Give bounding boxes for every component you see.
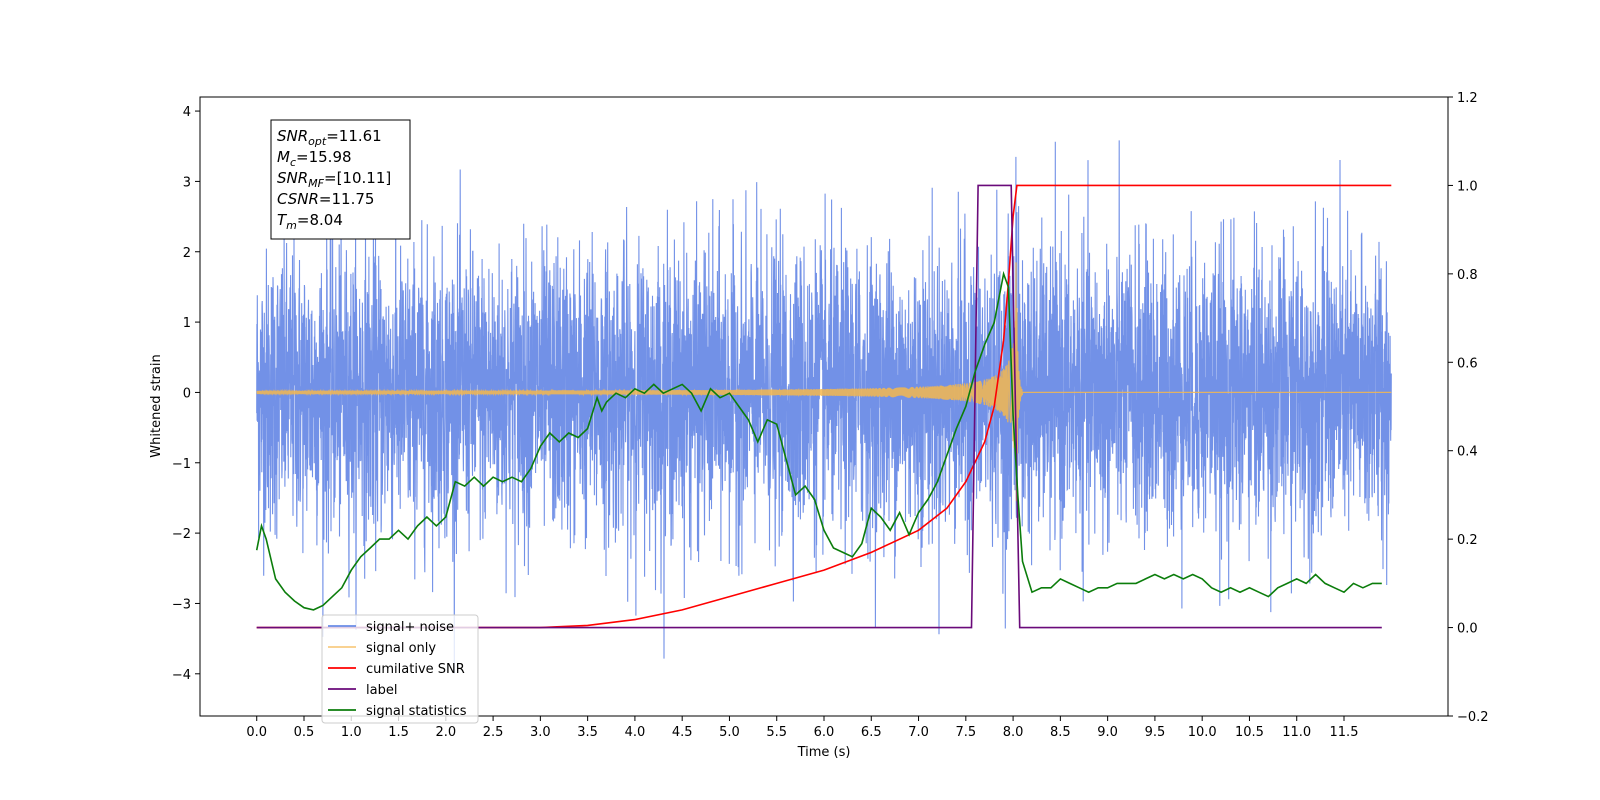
y2-tick-label: 1.0 [1457,179,1478,194]
series-signal-only [256,262,1392,502]
x-tick-label: 7.5 [955,725,976,740]
legend-frame [321,614,479,724]
x-tick-label: 5.5 [766,725,787,740]
annotation-line: Mc=15.98 [277,148,352,169]
y2-tick-label: 0.4 [1457,445,1478,460]
y2-tick-label: −0.2 [1457,710,1489,725]
x-tick-label: 4.5 [672,725,693,740]
series-signal-statistics [255,270,1382,611]
annotation-line: SNRMF=[10.11] [277,169,391,190]
y2-tick-label: 0.2 [1457,533,1478,548]
series-label [256,184,1382,629]
x-axis: 0.0 0.5 1.0 1.5 2.0 2.5 3.0 3.5 4.0 4.5 5.0 5.5 6.0 6… [246,716,1358,740]
x-tick-label: 6.0 [814,725,835,740]
x-tick-label: 10.5 [1235,725,1264,740]
legend-entry: cumilative SNR [366,662,465,677]
y-axis-left: 4 3 2 1 0 −1 −2 −3 −4 [172,105,200,683]
y-tick-label: −1 [172,457,191,472]
annotation-box: SNRopt=11.61Mc=15.98SNRMF=[10.11]CSNR=11… [270,119,411,240]
y-tick-label: 0 [183,386,191,401]
y-axis-label: Whitened strain [149,354,164,457]
x-tick-label: 4.0 [625,725,646,740]
x-tick-label: 2.5 [483,725,504,740]
y-tick-label: 4 [183,105,191,120]
legend: signal+ noise signal only cumilative SNR la… [321,614,479,724]
x-tick-label: 3.5 [577,725,598,740]
y2-tick-label: 0.6 [1457,356,1478,371]
x-axis-label: Time (s) [797,745,851,760]
legend-entry: signal statistics [366,704,467,719]
y2-tick-label: 0.0 [1457,622,1478,637]
annotation-line: SNRopt=11.61 [277,127,382,148]
y2-tick-label: 0.8 [1457,268,1478,283]
x-tick-label: 2.0 [435,725,456,740]
legend-entry: signal+ noise [366,620,454,635]
y-tick-label: 2 [183,246,191,261]
y-tick-label: −2 [172,527,191,542]
x-tick-label: 9.0 [1097,725,1118,740]
x-tick-label: 11.5 [1330,725,1359,740]
series-layer [255,140,1392,674]
legend-entry: signal only [366,641,436,656]
x-tick-label: 10.0 [1188,725,1217,740]
x-tick-label: 7.0 [908,725,929,740]
x-tick-label: 0.5 [294,725,315,740]
x-tick-label: 8.0 [1003,725,1024,740]
x-tick-label: 1.5 [388,725,409,740]
y2-tick-label: 1.2 [1457,91,1478,106]
y-tick-label: −4 [172,668,191,683]
x-tick-label: 11.0 [1282,725,1311,740]
y-tick-label: 3 [183,175,191,190]
legend-entry: label [366,683,397,698]
x-tick-label: 0.0 [246,725,267,740]
x-tick-label: 3.0 [530,725,551,740]
annotation-line: CSNR=11.75 [277,190,374,208]
y-tick-label: 1 [183,316,191,331]
y-tick-label: −3 [172,597,191,612]
x-tick-label: 9.5 [1145,725,1166,740]
x-tick-label: 1.0 [341,725,362,740]
annotation-line: Tm=8.04 [277,211,343,232]
y-axis-right: 1.2 1.0 0.8 0.6 0.4 0.2 0.0 −0.2 [1448,91,1489,725]
x-tick-label: 6.5 [861,725,882,740]
x-tick-label: 8.5 [1050,725,1071,740]
series-signal-noise [256,140,1392,674]
annotation-frame [270,119,411,240]
x-tick-label: 5.0 [719,725,740,740]
